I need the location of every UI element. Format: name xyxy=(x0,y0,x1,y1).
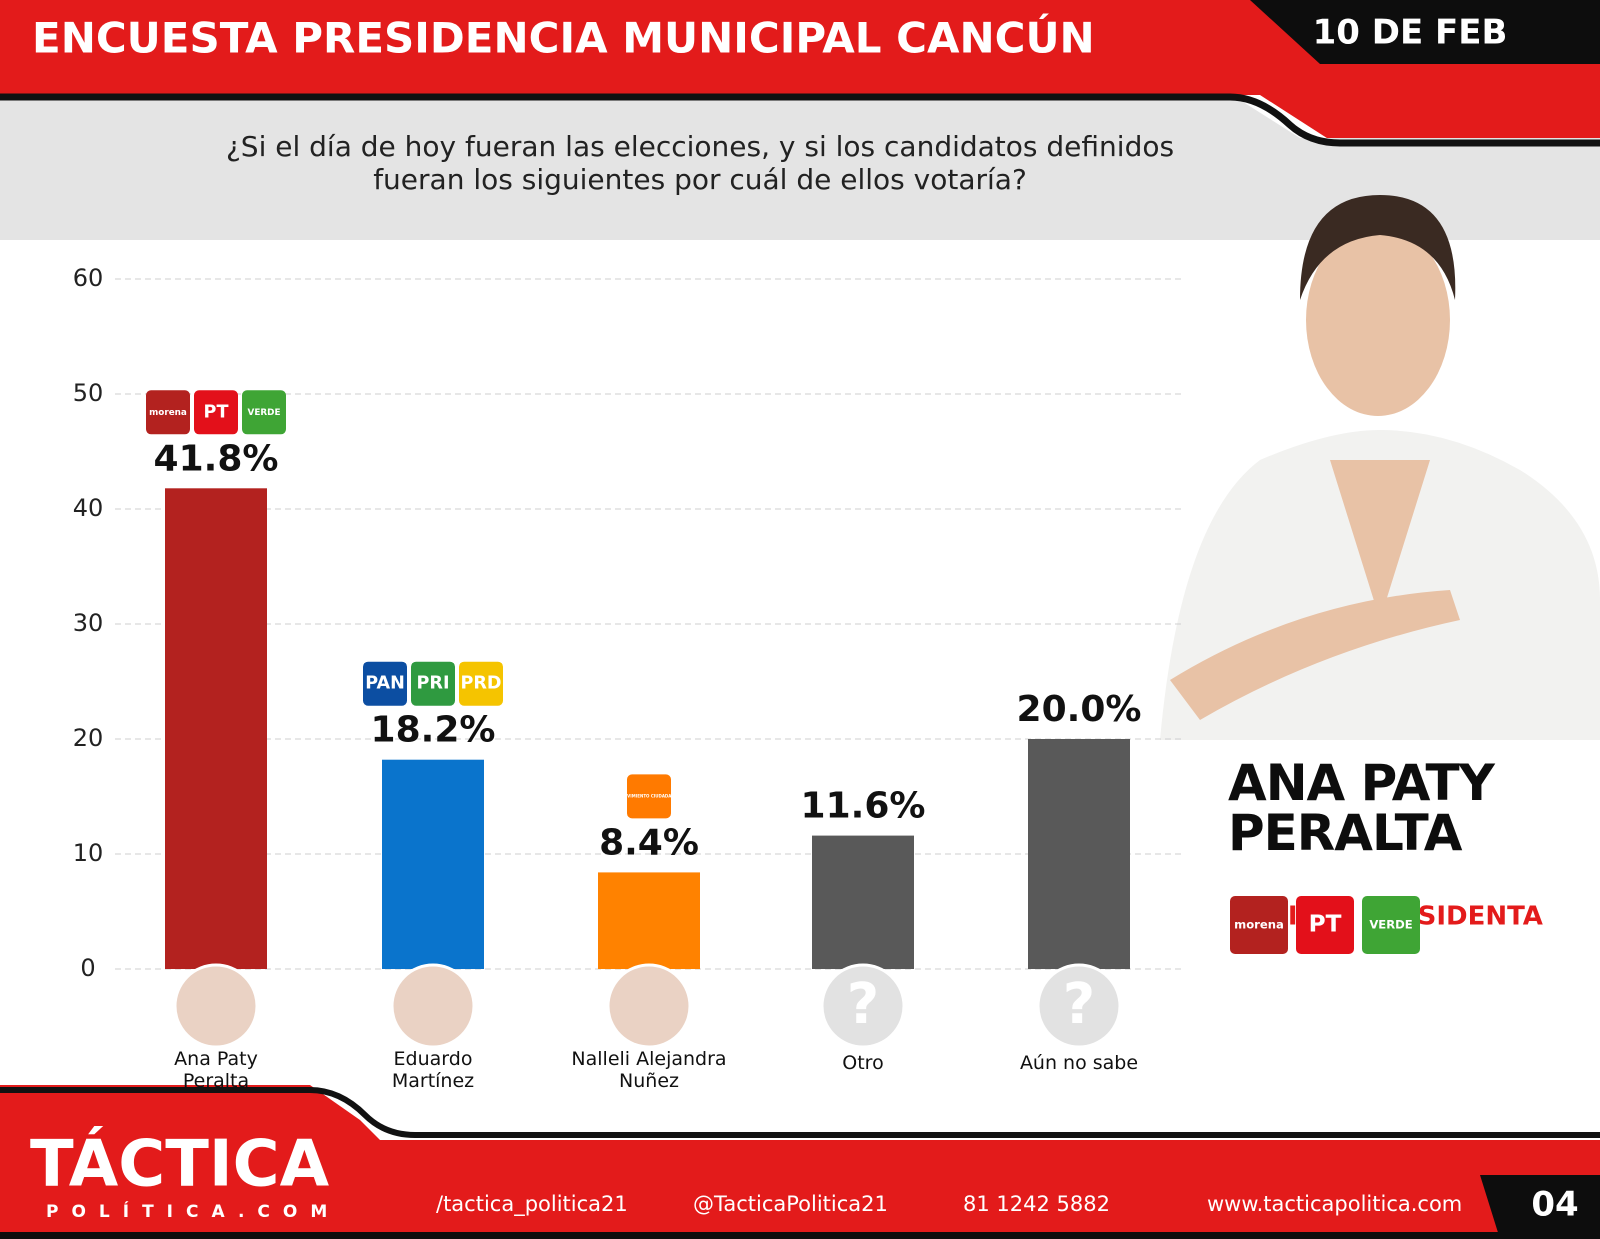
question: ¿Si el día de hoy fueran las elecciones,… xyxy=(225,130,1175,197)
x-tick-label: Otro xyxy=(842,1052,884,1074)
party-logo-label: PAN xyxy=(365,674,405,694)
value-label: 8.4% xyxy=(599,822,699,863)
y-tick-label: 50 xyxy=(73,379,104,407)
avatar xyxy=(820,963,906,1049)
candidate-logo xyxy=(1296,896,1354,954)
facebook: /tactica_politica21 xyxy=(436,1192,628,1217)
value-label: 18.2% xyxy=(371,710,496,751)
website: www.tacticapolitica.com xyxy=(1207,1192,1462,1216)
date-tab xyxy=(1250,0,1600,64)
y-tick-label: 0 xyxy=(80,954,95,982)
bar xyxy=(165,488,267,969)
y-tick-label: 10 xyxy=(73,839,104,867)
unknown-mark: ? xyxy=(1063,972,1095,1037)
bar xyxy=(598,872,700,969)
party-logo xyxy=(242,390,286,435)
brand: TÁCTICA xyxy=(30,1126,330,1202)
party-logo xyxy=(363,661,407,706)
party-logo-label: VERDE xyxy=(248,408,281,418)
bar xyxy=(812,835,914,969)
party-logo xyxy=(194,390,238,435)
y-tick-label: 30 xyxy=(73,609,104,637)
bar xyxy=(382,759,484,969)
party-logo-label: PRD xyxy=(460,674,501,694)
party-logo-label: MOVIMIENTO CIUDADANO xyxy=(620,793,679,798)
party-logo-label: PT xyxy=(204,402,229,422)
whatsapp: 81 1242 5882 xyxy=(963,1192,1110,1216)
brand-sub: POLÍTICA.COM xyxy=(46,1200,340,1222)
candidate-name: ANA PATY PERALTA xyxy=(1228,754,1495,862)
footer-rule xyxy=(0,1087,1600,1138)
page-number: 04 xyxy=(1531,1185,1578,1225)
footer-band xyxy=(0,1085,1600,1239)
header-rule xyxy=(0,93,1600,147)
party-logo-label: morena xyxy=(149,408,187,418)
avatar xyxy=(173,963,259,1049)
candidate-photo xyxy=(1160,195,1600,740)
candidate-logo-label: PT xyxy=(1309,911,1342,938)
party-logo xyxy=(627,774,671,819)
avatar xyxy=(390,963,476,1049)
avatar xyxy=(1036,963,1122,1049)
question-band xyxy=(0,100,1600,240)
bottom-rule xyxy=(0,1232,1600,1239)
unknown-mark: ? xyxy=(847,972,879,1037)
x-tick-label: Nalleli Alejandra Nuñez xyxy=(571,1048,727,1093)
y-tick-label: 40 xyxy=(73,494,104,522)
x-tick-label: Eduardo Martínez xyxy=(391,1048,475,1093)
instagram: @TacticaPolitica21 xyxy=(693,1192,888,1216)
y-tick-label: 60 xyxy=(73,264,104,292)
page-tab xyxy=(1480,1175,1600,1239)
candidate-logo-label: VERDE xyxy=(1369,918,1412,932)
avatar xyxy=(606,963,692,1049)
value-label: 11.6% xyxy=(801,786,926,827)
x-tick-label: Ana Paty Peralta xyxy=(174,1048,258,1093)
party-logo-label: PRI xyxy=(417,674,450,694)
header-band xyxy=(0,0,1600,140)
value-label: 41.8% xyxy=(154,438,279,479)
party-logo xyxy=(459,661,503,706)
candidate-logo xyxy=(1230,896,1288,954)
candidate-logo xyxy=(1362,896,1420,954)
x-tick-label: Aún no sabe xyxy=(1019,1052,1139,1074)
bar xyxy=(1028,739,1130,969)
value-label: 20.0% xyxy=(1017,689,1142,730)
title: ENCUESTA PRESIDENCIA MUNICIPAL CANCÚN xyxy=(32,13,1095,63)
date: 10 DE FEB xyxy=(1313,13,1508,53)
y-tick-label: 20 xyxy=(73,724,104,752)
party-logo xyxy=(411,661,455,706)
candidate-logo-label: morena xyxy=(1234,918,1284,932)
party-logo xyxy=(146,390,190,435)
